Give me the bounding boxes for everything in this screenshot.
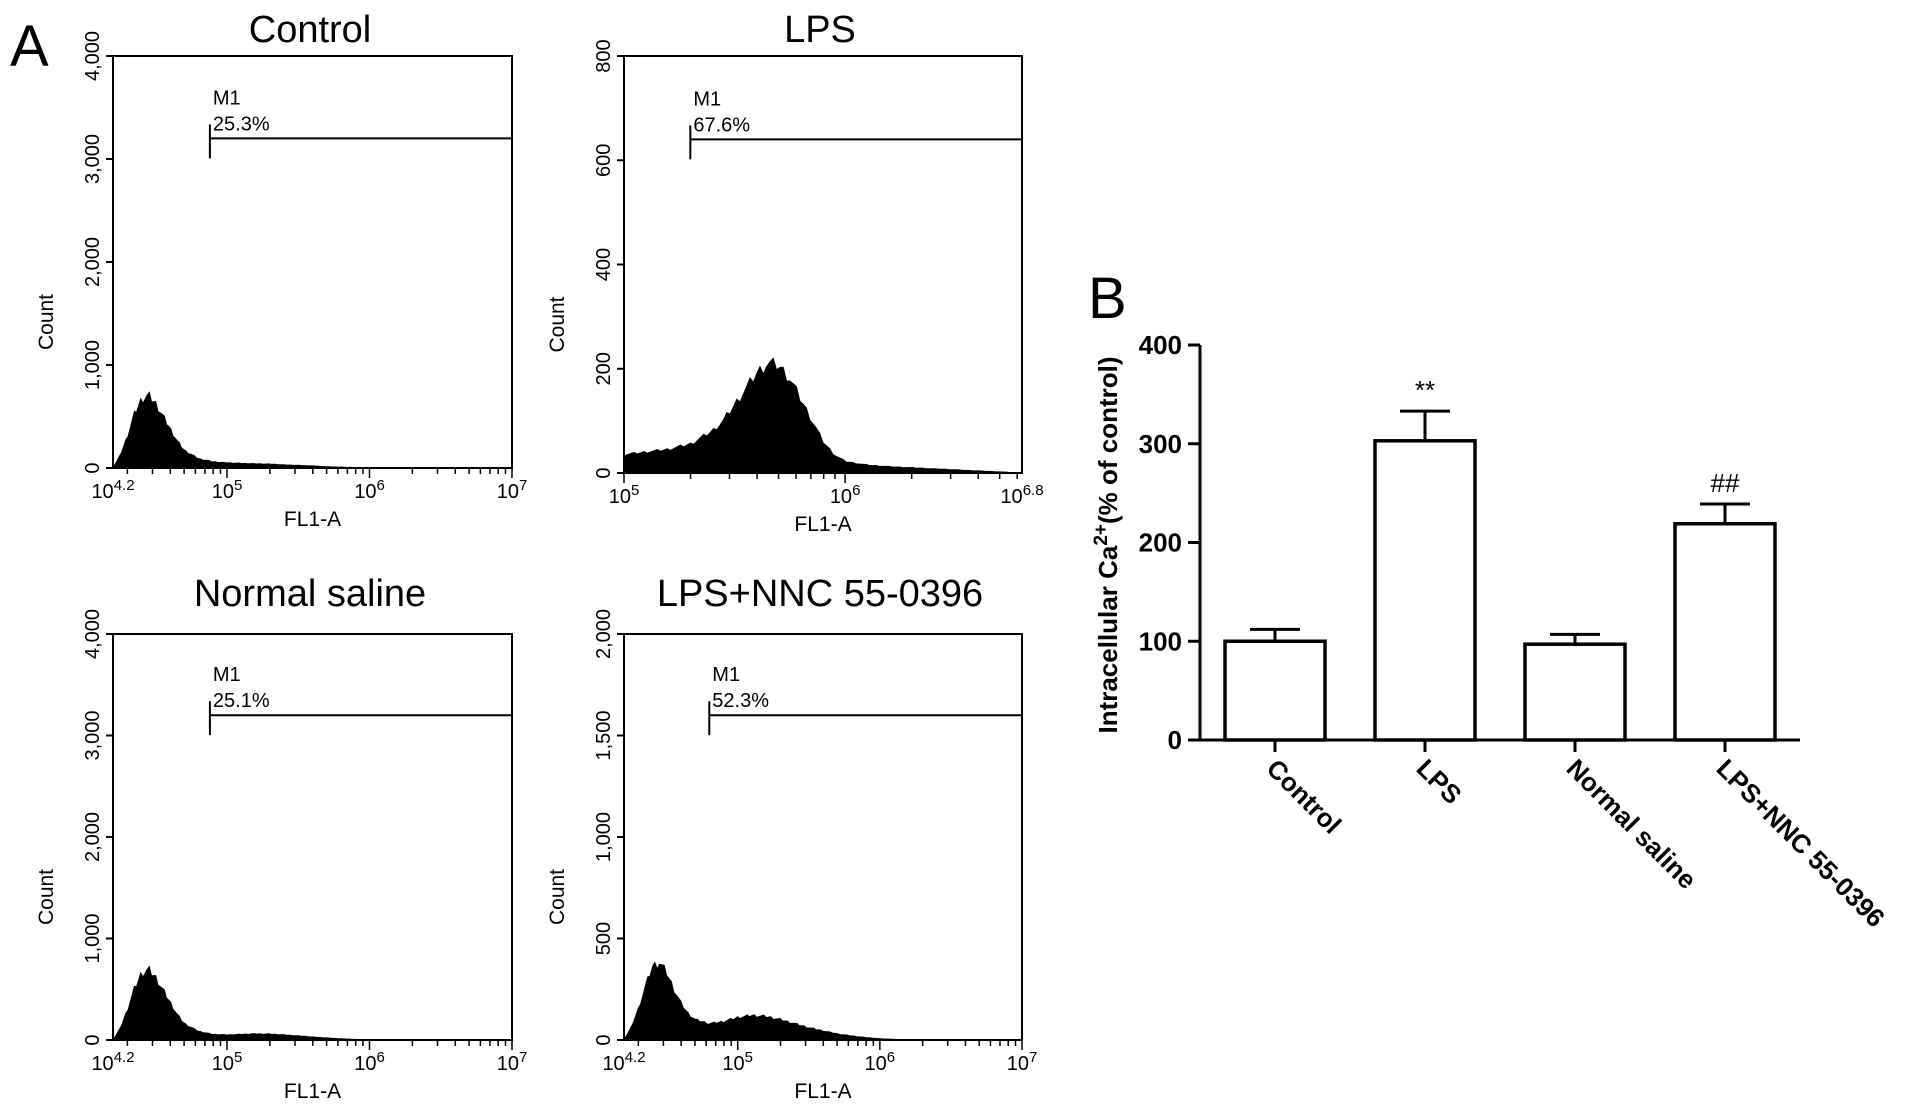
y-tick-label: 600 xyxy=(593,144,615,177)
category-label: LPS+NNC 55-0396 xyxy=(1711,753,1891,933)
x-tick-label: 106.8 xyxy=(1000,482,1043,508)
x-axis-label: FL1-A xyxy=(284,508,341,531)
y-tick-label: 3,000 xyxy=(82,710,104,760)
bar xyxy=(1523,642,1627,742)
x-tick-label: 107 xyxy=(497,1049,528,1075)
histogram-title: Control xyxy=(249,9,372,51)
histogram-normal-saline: Normal saline 0 1,000 2,000 3,000 4,000 104.2… xyxy=(35,573,527,1103)
y-tick-label: 1,000 xyxy=(82,340,104,390)
y-tick-label: 0 xyxy=(593,467,615,478)
y-tick-label: 500 xyxy=(593,922,615,955)
x-tick-label: 106 xyxy=(830,482,861,508)
histogram-title: LPS+NNC 55-0396 xyxy=(657,573,983,615)
panel-a-label: A xyxy=(10,14,49,79)
x-tick-label: 104.2 xyxy=(91,477,134,503)
marker-name: M1 xyxy=(213,87,241,109)
y-axis-label: Intracellular Ca2+(% of control) xyxy=(1091,356,1123,733)
significance-mark: ## xyxy=(1711,468,1740,498)
x-tick-label: 105 xyxy=(722,1049,753,1075)
x-tick-label: 105 xyxy=(609,482,640,508)
y-axis-label: Count xyxy=(546,296,569,352)
x-axis-label: FL1-A xyxy=(794,513,851,536)
category-label: Control xyxy=(1261,753,1348,840)
y-tick-label: 1,000 xyxy=(593,812,615,862)
marker-name: M1 xyxy=(213,664,241,686)
panel-b-label: B xyxy=(1088,266,1127,331)
x-tick-label: 106 xyxy=(354,477,385,503)
histogram-title: Normal saline xyxy=(194,573,426,615)
y-tick-label: 100 xyxy=(1139,626,1182,656)
plot-frame xyxy=(623,55,1023,474)
x-tick-label: 104.2 xyxy=(91,1049,134,1075)
y-tick-label: 2,000 xyxy=(82,812,104,862)
y-tick-label: 200 xyxy=(1139,528,1182,558)
bar xyxy=(1223,639,1327,742)
category-label: Normal saline xyxy=(1561,753,1703,895)
x-tick-label: 105 xyxy=(212,1049,243,1075)
histogram-lps: LPS 0 200 400 600 800 105 106 106.8 FL1-A Count M1… xyxy=(546,9,1044,536)
y-axis-label: Count xyxy=(546,869,569,925)
marker-name: M1 xyxy=(693,88,721,110)
y-tick-label: 400 xyxy=(593,248,615,281)
marker-percent: 67.6% xyxy=(693,114,750,136)
y-tick-label: 0 xyxy=(593,1034,615,1045)
y-tick-label: 4,000 xyxy=(82,609,104,659)
histogram-area xyxy=(112,965,370,1041)
x-tick-label: 106 xyxy=(865,1049,896,1075)
category-label: LPS xyxy=(1411,753,1468,810)
marker-percent: 52.3% xyxy=(712,690,769,712)
y-tick-label: 400 xyxy=(1139,330,1182,360)
bar xyxy=(1373,439,1477,742)
bar-chart-intracellular-ca: 0 100 200 300 400 Intracellular Ca2+(% of con… xyxy=(1091,330,1891,933)
x-axis-label: FL1-A xyxy=(284,1080,341,1103)
y-tick-label: 800 xyxy=(593,39,615,72)
bar xyxy=(1673,521,1777,742)
y-tick-label: 2,000 xyxy=(82,237,104,287)
histogram-control: Control 0 1,000 2,000 3,000 4,000 104.2 105 106… xyxy=(35,9,527,531)
y-tick-label: 1,000 xyxy=(82,913,104,963)
x-tick-label: 107 xyxy=(497,477,528,503)
y-tick-label: 0 xyxy=(82,462,104,473)
x-axis-label: FL1-A xyxy=(794,1080,851,1103)
y-axis-label: Count xyxy=(35,869,58,925)
y-tick-label: 3,000 xyxy=(82,134,104,184)
marker-name: M1 xyxy=(712,664,740,686)
marker-percent: 25.1% xyxy=(213,690,270,712)
x-tick-label: 105 xyxy=(212,477,243,503)
plot-frame xyxy=(112,633,513,1041)
histogram-area xyxy=(623,357,1023,474)
y-tick-label: 4,000 xyxy=(82,31,104,81)
marker-percent: 25.3% xyxy=(213,113,270,135)
plot-frame xyxy=(623,633,1023,1041)
x-tick-label: 107 xyxy=(1007,1049,1038,1075)
significance-mark: ** xyxy=(1415,375,1435,405)
histogram-area xyxy=(112,391,370,469)
y-tick-label: 1,500 xyxy=(593,710,615,760)
y-axis-label: Count xyxy=(35,294,58,350)
y-tick-label: 2,000 xyxy=(593,609,615,659)
y-tick-label: 200 xyxy=(593,352,615,385)
y-tick-label: 0 xyxy=(82,1034,104,1045)
histogram-lps-nnc: LPS+NNC 55-0396 0 500 1,000 1,500 2,000 104.2… xyxy=(546,573,1037,1103)
histogram-title: LPS xyxy=(784,9,856,51)
x-tick-label: 106 xyxy=(354,1049,385,1075)
histogram-area xyxy=(623,961,909,1041)
y-tick-label: 0 xyxy=(1168,725,1182,755)
plot-frame xyxy=(112,55,513,469)
x-tick-label: 104.2 xyxy=(602,1049,645,1075)
y-tick-label: 300 xyxy=(1139,429,1182,459)
